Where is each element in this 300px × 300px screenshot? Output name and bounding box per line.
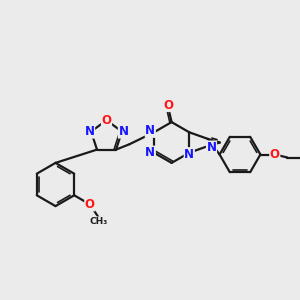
Text: O: O	[270, 148, 280, 161]
Text: N: N	[206, 141, 217, 154]
Text: CH₃: CH₃	[90, 217, 108, 226]
Text: N: N	[145, 146, 155, 159]
Text: O: O	[85, 198, 95, 211]
Text: N: N	[145, 124, 155, 137]
Text: O: O	[101, 114, 112, 127]
Text: N: N	[184, 148, 194, 161]
Text: N: N	[85, 125, 94, 138]
Text: O: O	[163, 98, 173, 112]
Text: N: N	[118, 125, 128, 138]
